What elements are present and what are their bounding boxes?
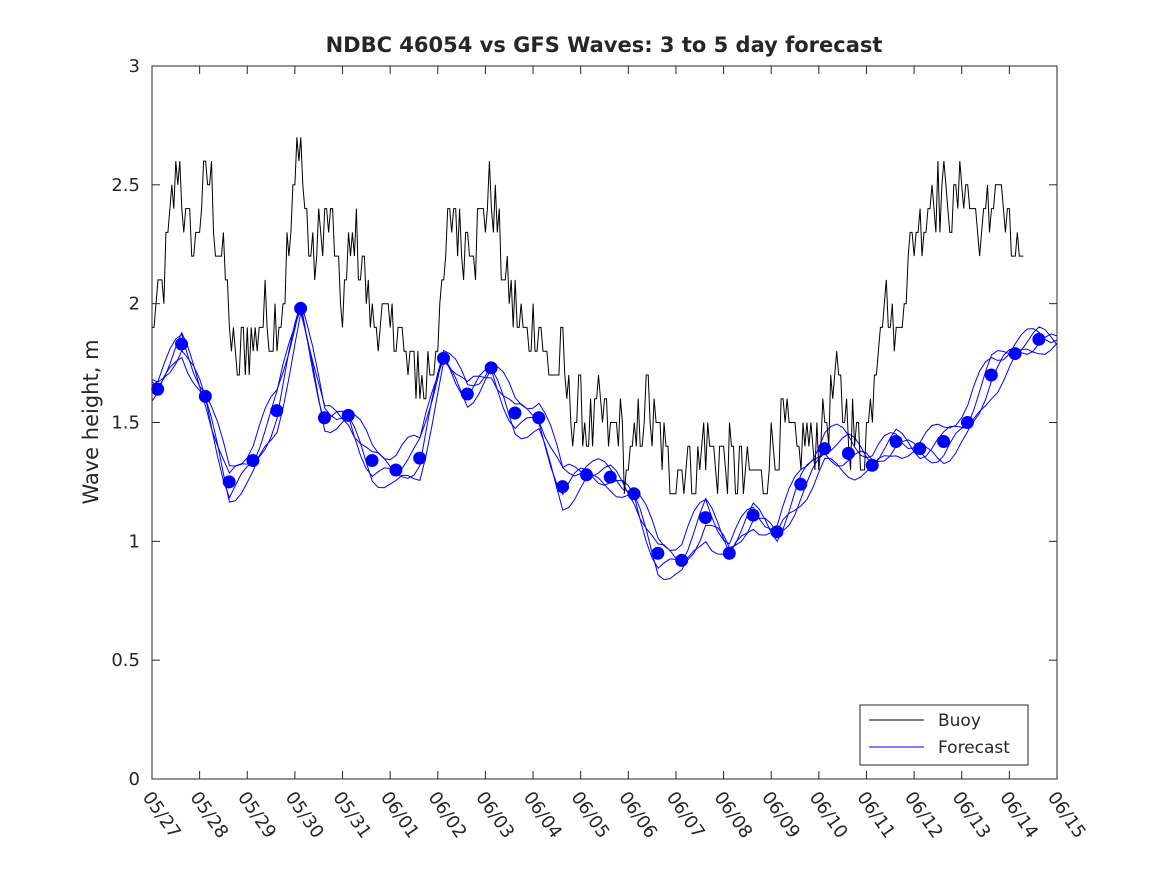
forecast-marker	[889, 435, 903, 449]
forecast-marker	[865, 458, 879, 472]
y-tick-label: 1.5	[111, 413, 140, 434]
forecast-line	[151, 303, 1058, 569]
forecast-marker	[437, 351, 451, 365]
x-tick-label: 05/30	[281, 788, 328, 843]
y-axis-label: Wave height, m	[79, 339, 103, 504]
x-tick-label: 06/02	[424, 788, 471, 843]
x-tick-label: 06/11	[852, 788, 899, 843]
x-tick-label: 06/07	[662, 788, 709, 843]
legend-buoy-label: Buoy	[938, 711, 981, 731]
forecast-marker	[246, 454, 260, 468]
forecast-marker	[389, 463, 403, 477]
forecast-marker	[365, 454, 379, 468]
forecast-marker	[151, 382, 165, 396]
y-tick-label: 1	[129, 531, 140, 552]
buoy-line	[152, 137, 1024, 495]
x-tick-label: 06/09	[757, 788, 804, 843]
forecast-marker	[484, 361, 498, 375]
x-tick-label: 06/01	[376, 788, 423, 843]
forecast-marker	[532, 411, 546, 425]
x-tick-label: 06/05	[567, 788, 614, 843]
forecast-marker	[460, 387, 474, 401]
forecast-marker	[698, 511, 712, 525]
y-tick-label: 0.5	[111, 650, 140, 671]
forecast-marker	[603, 470, 617, 484]
legend: Buoy Forecast	[859, 704, 1029, 766]
forecast-marker	[1008, 347, 1022, 361]
forecast-marker	[818, 442, 832, 456]
x-tick-label: 06/08	[709, 788, 756, 843]
forecast-marker	[294, 301, 308, 315]
forecast-marker	[413, 451, 427, 465]
forecast-marker	[960, 416, 974, 429]
forecast-line	[151, 306, 1058, 564]
forecast-marker	[794, 477, 808, 491]
forecast-marker	[937, 435, 951, 449]
x-tick-label: 06/06	[614, 788, 661, 843]
forecast-marker	[556, 480, 570, 494]
x-tick-label: 05/29	[233, 788, 280, 843]
forecast-marker	[984, 368, 998, 382]
y-tick-label: 2	[129, 294, 140, 315]
forecast-marker	[579, 468, 593, 482]
y-tick-label: 2.5	[111, 175, 140, 196]
x-tick-label: 05/27	[138, 788, 185, 843]
forecast-marker	[270, 404, 284, 418]
forecast-marker	[651, 546, 665, 560]
x-tick-label: 05/28	[186, 788, 233, 843]
forecast-marker	[913, 442, 927, 456]
forecast-marker	[627, 487, 641, 501]
forecast-marker	[317, 411, 331, 425]
y-tick-label: 0	[129, 769, 140, 790]
forecast-marker	[1032, 332, 1046, 346]
forecast-marker	[675, 553, 689, 567]
x-tick-label: 06/12	[900, 788, 947, 843]
x-tick-label: 05/31	[328, 788, 375, 843]
forecast-marker	[222, 475, 236, 489]
x-tick-label: 06/13	[948, 788, 995, 843]
forecast-marker	[722, 546, 736, 560]
forecast-marker	[341, 408, 355, 422]
forecast-markers	[151, 301, 1046, 567]
x-tick-label: 06/04	[519, 788, 566, 843]
forecast-marker	[198, 389, 212, 403]
forecast-marker	[508, 406, 522, 420]
forecast-marker	[175, 337, 189, 351]
forecast-marker	[770, 525, 784, 539]
x-tick-label: 06/03	[471, 788, 518, 843]
legend-box	[859, 704, 1029, 766]
legend-forecast-label: Forecast	[938, 738, 1010, 758]
forecast-marker	[746, 508, 760, 522]
chart-title: NDBC 46054 vs GFS Waves: 3 to 5 day fore…	[326, 33, 883, 57]
buoy-series	[152, 137, 1024, 495]
x-tick-label: 06/10	[805, 788, 852, 843]
forecast-marker	[841, 446, 855, 460]
y-tick-label: 3	[129, 56, 140, 77]
plot-background	[152, 66, 1057, 779]
x-tick-label: 06/15	[1043, 788, 1090, 843]
x-tick-label: 06/14	[995, 788, 1042, 843]
